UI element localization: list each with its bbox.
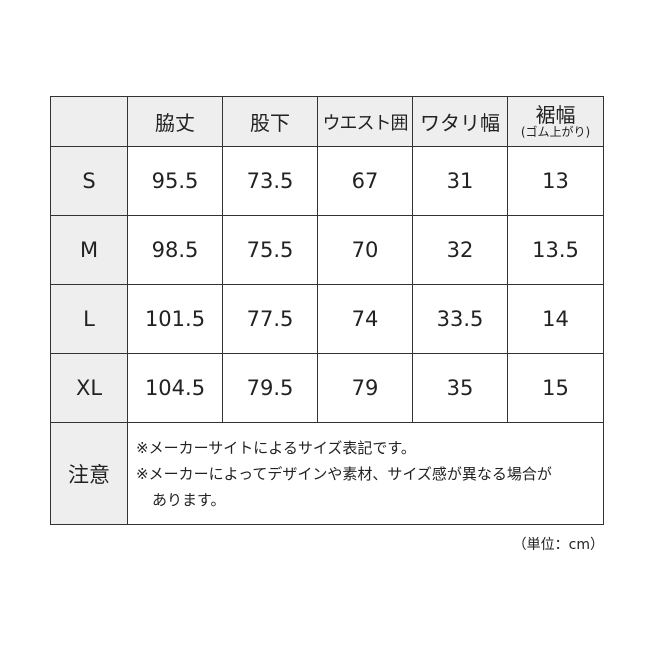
corner-cell [50,96,128,147]
value-cell: 101.5 [127,284,223,354]
header-cell: 脇丈 [127,96,223,147]
table-row: L 101.5 77.5 74 33.5 14 [50,284,604,354]
value-cell: 32 [412,215,508,285]
value-cell: 13 [507,146,604,216]
header-row: 脇丈 股下 ウエスト囲 ワタリ幅 裾幅 (ゴム上がり) [50,96,604,147]
value-cell: 35 [412,353,508,423]
value-cell: 77.5 [222,284,318,354]
size-label: L [50,284,128,354]
size-label: M [50,215,128,285]
size-label: S [50,146,128,216]
note-line: ※メーカーサイトによるサイズ表記です。 [136,438,416,457]
value-cell: 70 [317,215,413,285]
value-cell: 67 [317,146,413,216]
value-cell: 73.5 [222,146,318,216]
value-cell: 31 [412,146,508,216]
value-cell: 74 [317,284,413,354]
value-cell: 79 [317,353,413,423]
header-cell: ウエスト囲 [317,96,413,147]
value-cell: 104.5 [127,353,223,423]
table-row: XL 104.5 79.5 79 35 15 [50,353,604,423]
unit-label: （単位：cm） [512,537,604,553]
notes-cell: ※メーカーサイトによるサイズ表記です。 ※メーカーによってデザインや素材、サイズ… [127,422,604,525]
value-cell: 79.5 [222,353,318,423]
header-cell: ワタリ幅 [412,96,508,147]
size-label: XL [50,353,128,423]
header-label: 裾幅 [535,103,576,127]
header-sublabel: (ゴム上がり) [520,125,591,139]
table-row: S 95.5 73.5 67 31 13 [50,146,604,216]
value-cell: 14 [507,284,604,354]
value-cell: 95.5 [127,146,223,216]
value-cell: 15 [507,353,604,423]
notes-label: 注意 [50,422,128,525]
value-cell: 98.5 [127,215,223,285]
value-cell: 75.5 [222,215,318,285]
header-cell: 股下 [222,96,318,147]
notes-row: 注意 ※メーカーサイトによるサイズ表記です。 ※メーカーによってデザインや素材、… [50,422,604,525]
table-row: M 98.5 75.5 70 32 13.5 [50,215,604,285]
header-cell: 裾幅 (ゴム上がり) [507,96,604,147]
note-line: ※メーカーによってデザインや素材、サイズ感が異なる場合が [136,464,552,483]
value-cell: 33.5 [412,284,508,354]
note-line: あります。 [152,490,226,509]
value-cell: 13.5 [507,215,604,285]
size-chart-table: 脇丈 股下 ウエスト囲 ワタリ幅 裾幅 (ゴム上がり) S 95.5 73.5 … [50,96,604,525]
